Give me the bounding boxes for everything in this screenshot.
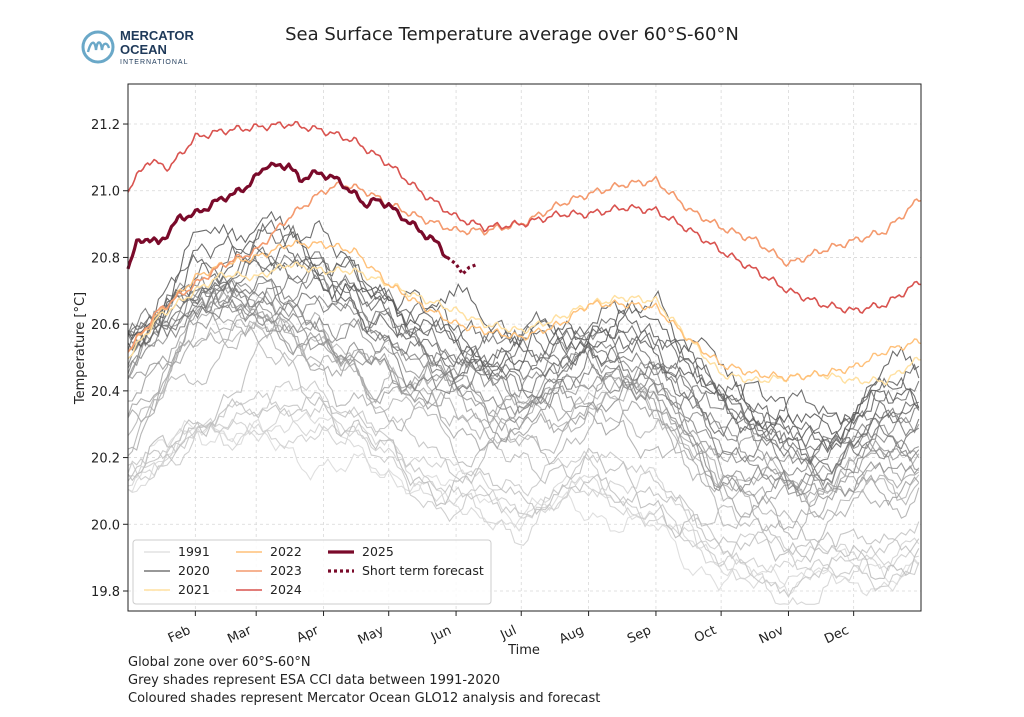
mercator-ocean-logo: MERCATOR OCEAN INTERNATIONAL (80, 26, 220, 68)
legend-box (132, 539, 492, 605)
x-tick-label-jun: Jun (428, 623, 454, 646)
chart-title: Sea Surface Temperature average over 60°… (285, 24, 739, 45)
legend-label: Short term forecast (362, 563, 484, 578)
x-tick-label-feb: Feb (166, 623, 193, 646)
grey-series-line (127, 390, 920, 599)
legend-label: 2024 (270, 582, 302, 597)
y-axis-ticks: 19.8 20.0 20.2 20.4 20.6 20.8 21.0 21.2 (91, 118, 128, 600)
grey-series-line (127, 275, 920, 487)
logo-line2: OCEAN (120, 42, 167, 57)
x-axis-title: Time (507, 643, 540, 658)
grey-series-line (127, 285, 920, 482)
grid-lines (128, 84, 921, 611)
series-line-2024 (127, 120, 922, 314)
grey-series-line (127, 279, 920, 497)
legend-label: 1991 (178, 544, 210, 559)
y-tick-label: 21.0 (91, 185, 120, 200)
legend: 1991 2020 2021 2022 2023 2024 2025 Short term f… (132, 539, 492, 605)
series-line-2022 (127, 239, 922, 382)
x-tick-label-mar: Mar (225, 623, 254, 647)
grey-series-line (127, 411, 920, 597)
logo-line3: INTERNATIONAL (120, 59, 189, 66)
y-axis-title: Temperature [°C] (73, 292, 88, 405)
footnote-coloured: Coloured shades represent Mercator Ocean… (128, 691, 601, 706)
grey-series-line (127, 276, 920, 469)
grey-series-line (127, 391, 920, 556)
grey-series-line (127, 341, 920, 580)
y-tick-label: 21.2 (91, 118, 120, 133)
grey-series-line (127, 246, 919, 448)
y-tick-label: 20.8 (91, 251, 120, 266)
x-tick-label-may: May (356, 623, 387, 648)
series-line-2021 (127, 261, 922, 386)
x-axis-ticks: Feb Mar Apr May Jun Jul Aug Sep Oct Nov Dec (166, 611, 855, 648)
y-tick-label: 20.2 (91, 452, 120, 467)
grey-series-line (127, 267, 919, 491)
legend-label: 2025 (362, 544, 394, 559)
series-line-2025 (126, 161, 449, 270)
grey-series-line (127, 294, 919, 496)
x-tick-label-dec: Dec (822, 623, 851, 647)
footnotes: Global zone over 60°S-60°N Grey shades r… (128, 654, 600, 708)
x-tick-label-apr: Apr (294, 623, 321, 646)
logo-wave-icon (86, 41, 111, 53)
x-tick-label-jul: Jul (497, 623, 518, 644)
grey-series-line (127, 284, 920, 498)
y-tick-label: 20.6 (91, 318, 120, 333)
legend-label: 2022 (270, 544, 302, 559)
grey-series-line (127, 277, 920, 508)
grey-series-line (127, 318, 920, 540)
logo-line1: MERCATOR (120, 28, 195, 43)
grey-series-line (127, 418, 920, 597)
legend-label: 2020 (178, 563, 210, 578)
x-tick-label-nov: Nov (757, 623, 787, 647)
logo-circle-icon (81, 30, 115, 64)
legend-label: 2021 (178, 582, 210, 597)
series-line-short-term-forecast (446, 256, 479, 276)
plot-frame (127, 83, 922, 612)
footnote-zone: Global zone over 60°S-60°N (128, 655, 311, 670)
legend-label: 2023 (270, 563, 302, 578)
x-tick-label-sep: Sep (625, 623, 654, 647)
y-tick-label: 19.8 (91, 585, 120, 600)
footnote-grey: Grey shades represent ESA CCI data betwe… (128, 673, 501, 688)
colored-series (126, 120, 922, 386)
grey-series-line (127, 219, 920, 452)
grey-series-line (127, 321, 920, 544)
grey-series-line (127, 310, 920, 531)
grey-series-line (127, 417, 919, 573)
y-tick-label: 20.4 (91, 385, 120, 400)
grey-series-line (127, 222, 920, 465)
x-tick-label-aug: Aug (557, 623, 586, 647)
grey-series-line (127, 409, 920, 606)
y-tick-label: 20.0 (91, 518, 120, 533)
x-tick-label-oct: Oct (692, 623, 719, 646)
